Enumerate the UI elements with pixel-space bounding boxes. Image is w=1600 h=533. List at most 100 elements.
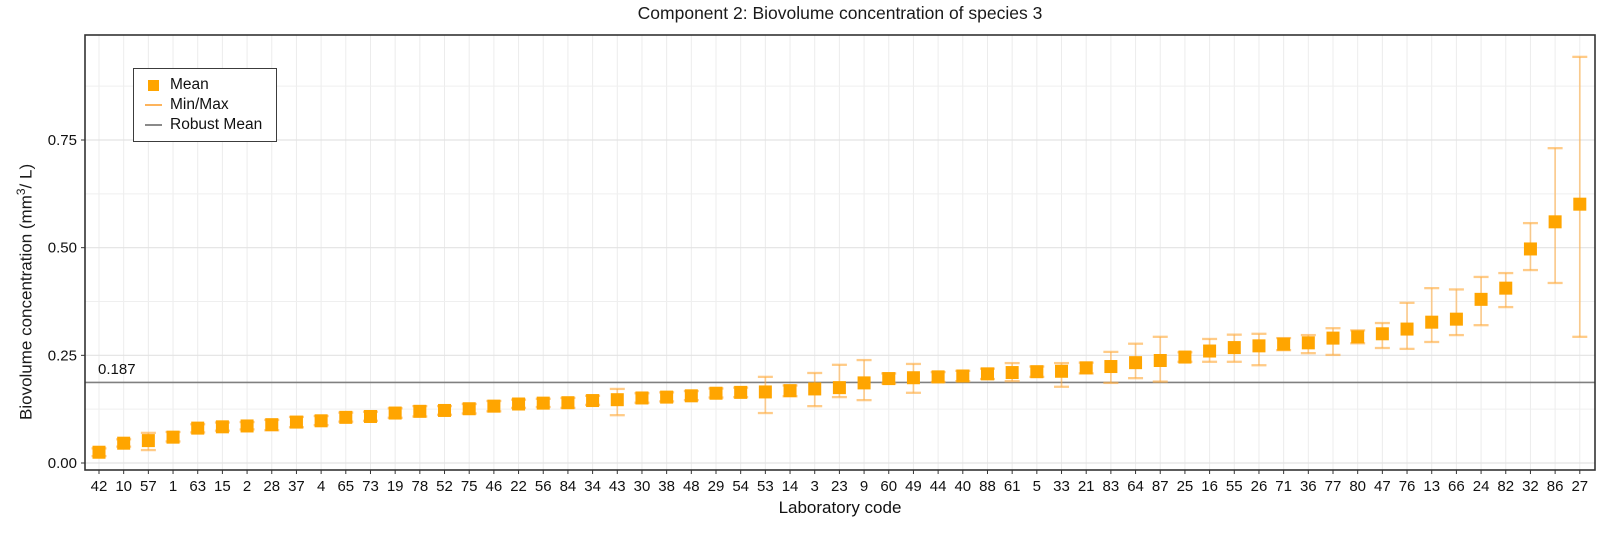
x-tick-label: 28	[263, 478, 280, 495]
x-tick-label: 14	[782, 478, 799, 495]
mean-point	[1203, 344, 1217, 358]
x-tick-label: 23	[831, 478, 848, 495]
mean-point	[191, 421, 205, 435]
x-tick-label: 16	[1201, 478, 1218, 495]
minmax-line-icon	[144, 104, 162, 106]
mean-point	[1449, 312, 1463, 326]
mean-point	[906, 371, 920, 385]
mean-point	[92, 445, 106, 459]
mean-point	[1005, 366, 1019, 380]
x-tick-label: 26	[1251, 478, 1268, 495]
x-tick-label: 78	[411, 478, 428, 495]
x-tick-label: 1	[169, 478, 177, 495]
mean-point	[487, 399, 501, 413]
mean-point	[265, 418, 279, 432]
x-tick-label: 2	[243, 478, 251, 495]
x-tick-label: 71	[1275, 478, 1292, 495]
x-tick-label: 47	[1374, 478, 1391, 495]
x-tick-label: 54	[732, 478, 749, 495]
y-axis-label-units: / L)	[16, 163, 36, 189]
mean-point	[734, 385, 748, 399]
chart-title: Component 2: Biovolume concentration of …	[637, 3, 1043, 23]
x-tick-label: 88	[979, 478, 996, 495]
mean-point	[561, 396, 575, 410]
mean-point	[1079, 361, 1093, 375]
mean-point	[1523, 242, 1537, 256]
mean-point	[1129, 356, 1143, 370]
plot-panel	[85, 35, 1595, 470]
y-axis-label-superscript: 3	[14, 188, 28, 196]
mean-point	[1351, 330, 1365, 344]
mean-square-icon	[144, 79, 162, 91]
x-tick-label: 63	[189, 478, 206, 495]
x-tick-label: 46	[486, 478, 503, 495]
x-tick-label: 32	[1522, 478, 1539, 495]
mean-point	[314, 414, 328, 428]
mean-point	[684, 389, 698, 403]
x-tick-label: 22	[510, 478, 527, 495]
x-tick-label: 75	[461, 478, 478, 495]
x-tick-label: 53	[757, 478, 774, 495]
mean-point	[1301, 336, 1315, 350]
mean-point	[758, 385, 772, 399]
x-tick-label: 27	[1571, 478, 1588, 495]
x-tick-label: 36	[1300, 478, 1317, 495]
legend: Mean Min/Max Robust Mean	[133, 68, 278, 142]
mean-point	[339, 410, 353, 424]
x-tick-label: 77	[1325, 478, 1342, 495]
x-tick-label: 4	[317, 478, 325, 495]
mean-point	[1375, 327, 1389, 341]
mean-point	[1227, 341, 1241, 355]
mean-point	[1573, 197, 1587, 211]
x-tick-label: 10	[115, 478, 132, 495]
legend-label-mean: Mean	[170, 76, 209, 93]
x-tick-label: 24	[1473, 478, 1490, 495]
x-tick-label: 66	[1448, 478, 1465, 495]
mean-point	[660, 390, 674, 404]
mean-point	[536, 396, 550, 410]
mean-point	[388, 406, 402, 420]
x-tick-label: 30	[634, 478, 651, 495]
mean-point	[240, 419, 254, 433]
x-tick-label: 83	[1103, 478, 1120, 495]
x-tick-label: 73	[362, 478, 379, 495]
legend-item-mean: Mean	[144, 75, 262, 95]
x-tick-label: 86	[1547, 478, 1564, 495]
mean-point	[1153, 354, 1167, 368]
x-tick-label: 65	[337, 478, 354, 495]
x-tick-label: 56	[535, 478, 552, 495]
mean-point	[610, 393, 624, 407]
x-tick-label: 52	[436, 478, 453, 495]
x-tick-label: 33	[1053, 478, 1070, 495]
x-tick-label: 76	[1399, 478, 1416, 495]
mean-point	[512, 397, 526, 411]
x-tick-label: 61	[1004, 478, 1021, 495]
x-axis-label: Laboratory code	[779, 498, 902, 517]
y-tick-label: 0.25	[48, 347, 77, 364]
mean-point	[857, 376, 871, 390]
mean-point	[635, 391, 649, 405]
mean-point	[141, 434, 155, 448]
robust-mean-value-label: 0.187	[98, 361, 136, 378]
x-tick-label: 49	[905, 478, 922, 495]
x-tick-label: 38	[658, 478, 675, 495]
mean-point	[1326, 331, 1340, 345]
mean-point	[980, 367, 994, 381]
robust-mean-line-icon	[144, 124, 162, 126]
mean-point	[363, 409, 377, 423]
x-tick-label: 80	[1349, 478, 1366, 495]
y-tick-label: 0.75	[48, 132, 77, 149]
x-tick-label: 57	[140, 478, 157, 495]
mean-point	[117, 436, 131, 450]
mean-point	[1252, 339, 1266, 353]
x-tick-label: 19	[387, 478, 404, 495]
x-tick-label: 9	[860, 478, 868, 495]
panel-border	[84, 34, 1596, 471]
mean-point	[709, 386, 723, 400]
x-tick-label: 25	[1177, 478, 1194, 495]
mean-point	[956, 369, 970, 383]
legend-label-minmax: Min/Max	[170, 96, 229, 113]
mean-point	[832, 381, 846, 395]
